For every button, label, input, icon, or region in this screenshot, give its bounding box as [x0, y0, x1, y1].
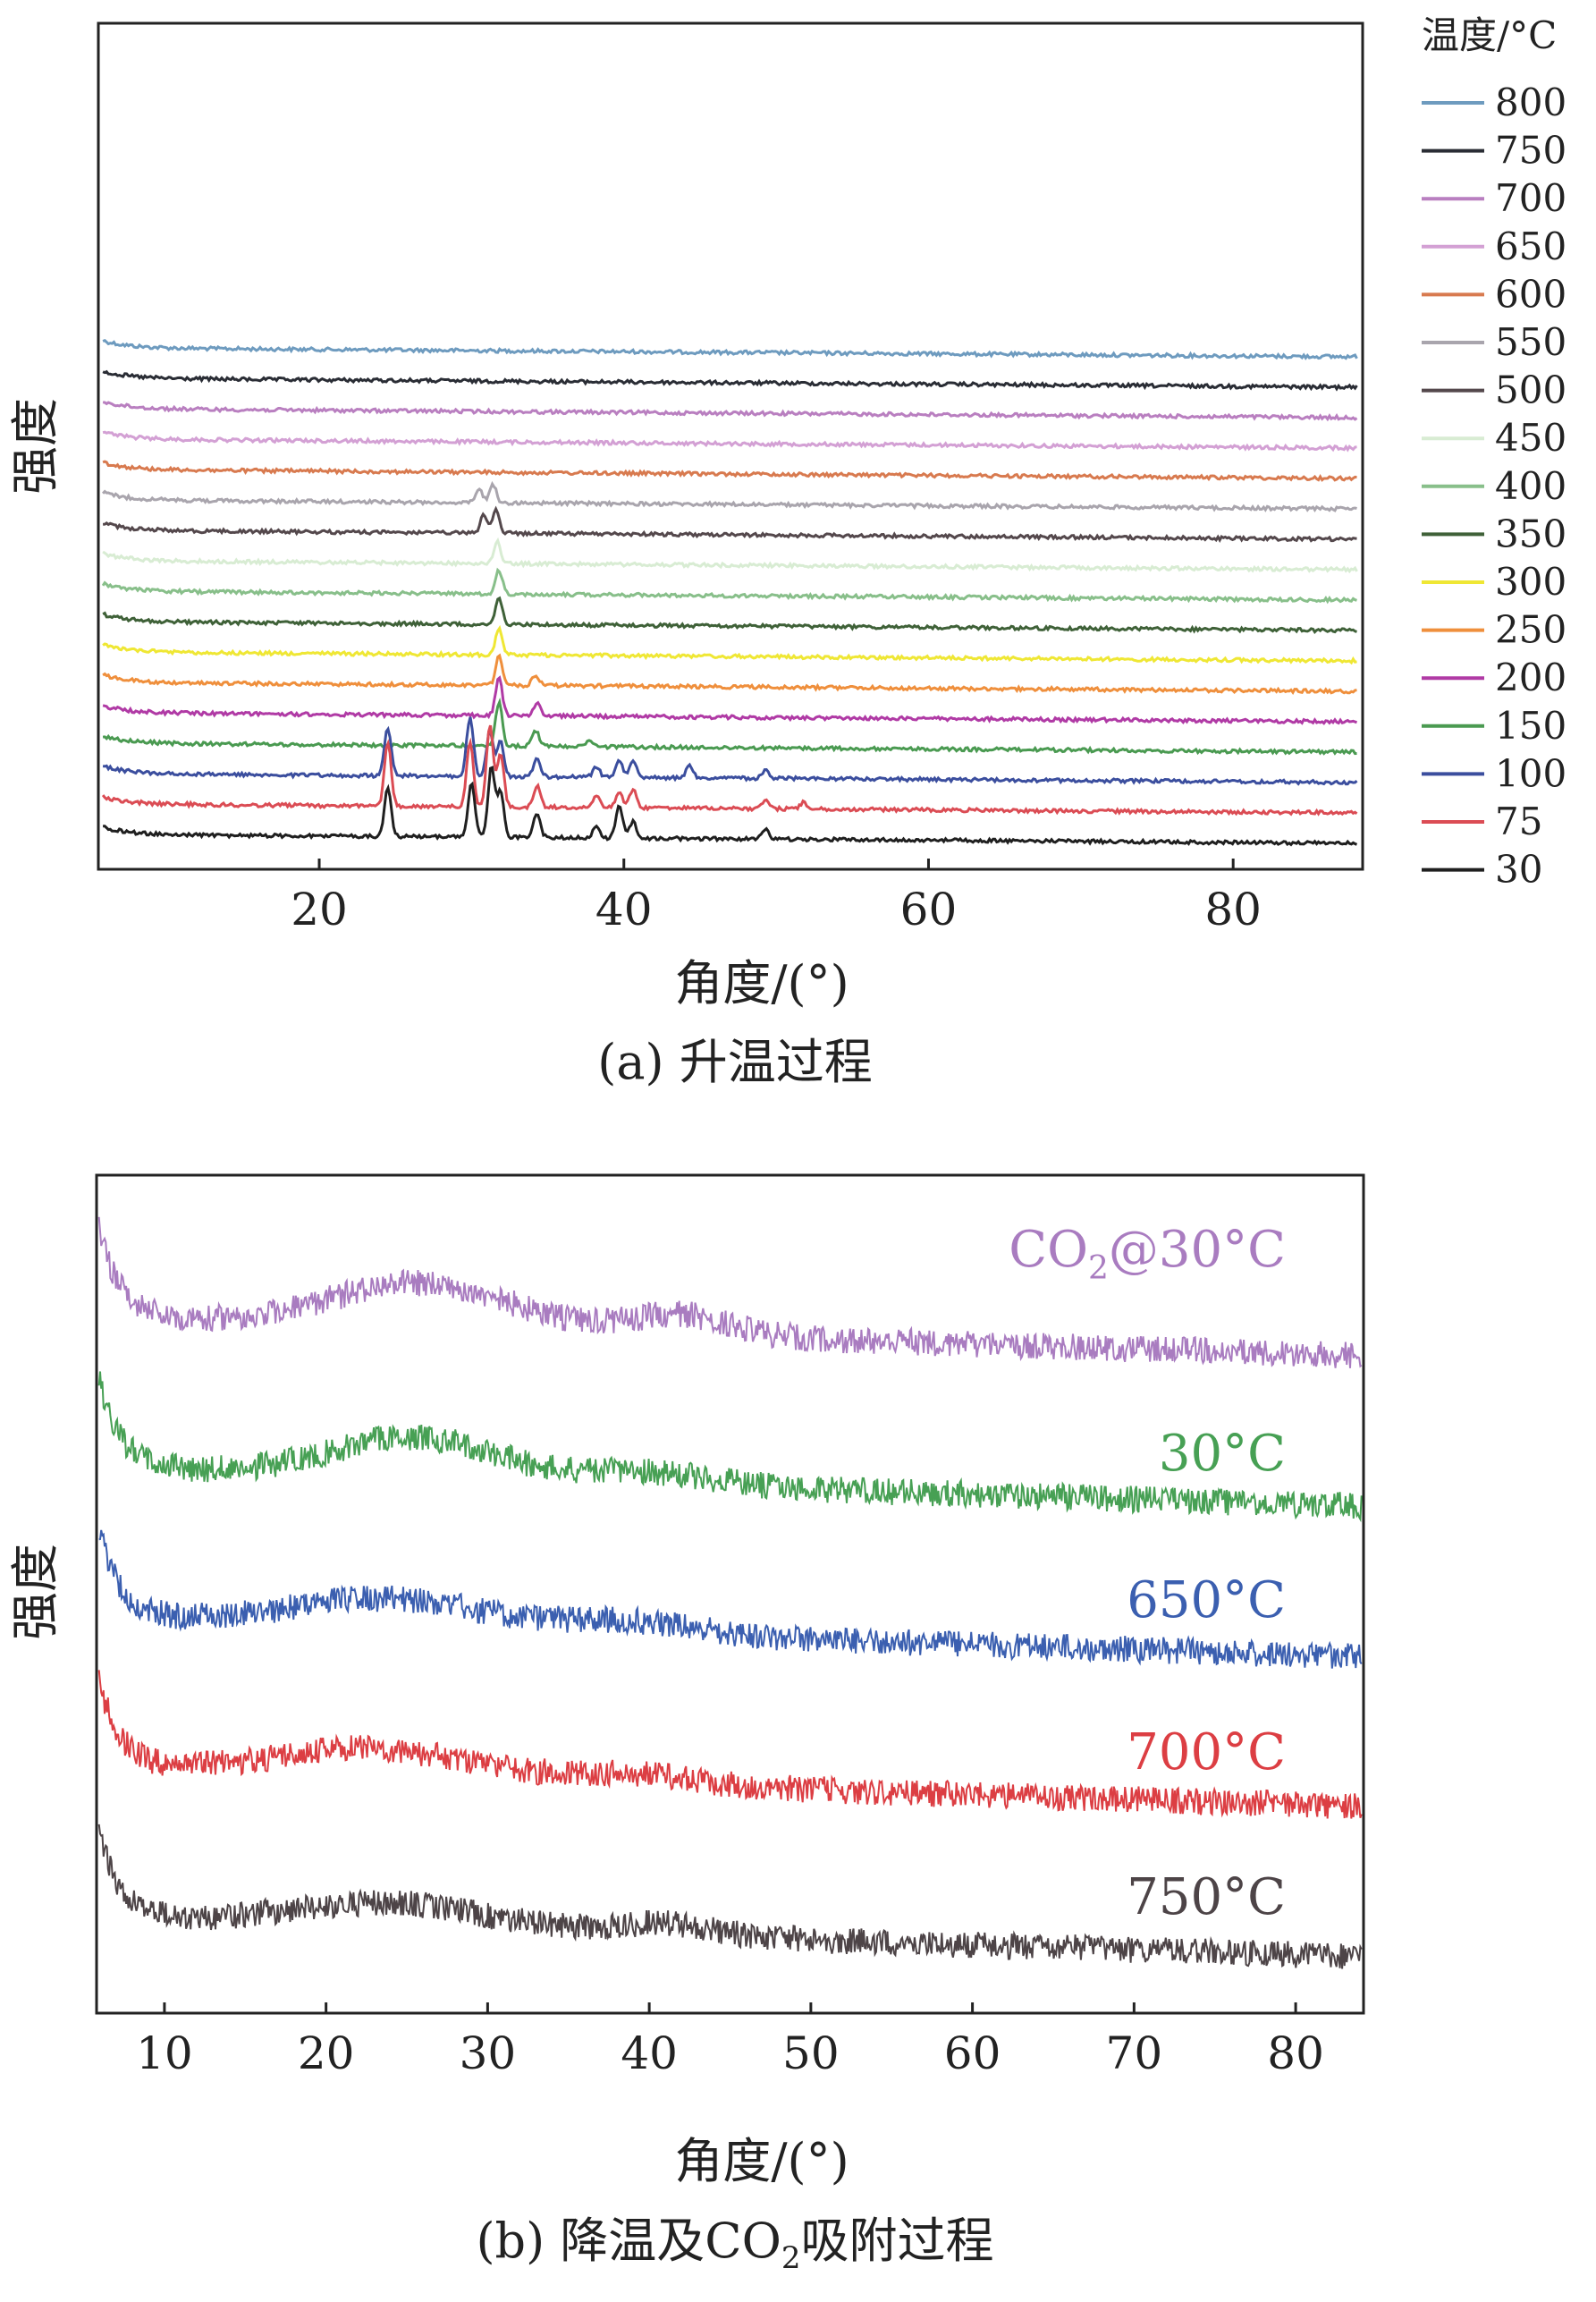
panel-b-series-label-750°C: 750°C — [1127, 1868, 1286, 1926]
panel-b-series-label-650°C: 650°C — [1127, 1571, 1286, 1629]
legend-title: 温度/°C — [1422, 13, 1557, 57]
panel-b-x-tick-label: 20 — [298, 2027, 355, 2079]
panel-a-series-line-700 — [102, 401, 1358, 422]
legend-label-750: 750 — [1495, 129, 1566, 173]
legend-label-700: 700 — [1495, 176, 1566, 220]
panel-a-series-line-750 — [102, 369, 1358, 392]
panel-a-series-line-150 — [102, 697, 1357, 756]
legend-label-30: 30 — [1495, 848, 1542, 892]
legend-label-300: 300 — [1495, 560, 1566, 604]
panel-a-series-line-30 — [103, 766, 1358, 847]
panel-b-series-group — [97, 1216, 1363, 1969]
panel-a-series-line-300 — [102, 624, 1357, 665]
panel-a-series-line-500 — [103, 505, 1357, 544]
panel-a-series-line-200 — [102, 675, 1357, 725]
panel-b-x-tick-label: 60 — [944, 2027, 1001, 2079]
panel-b-series-label-30°C: 30°C — [1159, 1425, 1286, 1483]
panel-b-x-tick-label: 40 — [621, 2027, 678, 2079]
legend-label-550: 550 — [1495, 320, 1566, 364]
panel-b-plot-frame — [95, 1173, 1365, 2015]
panel-a-x-tick-label: 40 — [595, 884, 653, 935]
legend-label-150: 150 — [1495, 704, 1566, 748]
panel-b-y-axis-title: 强度 — [7, 1544, 63, 1640]
panel-b-x-tick-label: 30 — [460, 2027, 517, 2079]
legend-label-200: 200 — [1495, 656, 1566, 699]
panel-b-caption-prefix: (b) 降温及CO — [476, 2213, 781, 2269]
legend-label-500: 500 — [1495, 368, 1566, 412]
legend-label-650: 650 — [1495, 224, 1566, 268]
panel-b-caption-subscript: 2 — [781, 2240, 801, 2276]
panel-a-series-group — [101, 338, 1358, 847]
panel-a-series-line-550 — [101, 480, 1357, 513]
panel-b-series-line-650°C — [98, 1529, 1363, 1669]
panel-b-x-tick-label: 50 — [782, 2027, 840, 2079]
panel-a-series-line-600 — [102, 460, 1357, 482]
panel-a-temperature-rise: 20 40 60 80 角度/(°) 强度 (a) 升温过程 温度/°C 800 750… — [7, 13, 1566, 1090]
panel-b-x-tick-label: 10 — [136, 2027, 193, 2079]
legend-label-400: 400 — [1495, 464, 1566, 508]
panel-a-x-axis-title: 角度/(°) — [674, 955, 849, 1011]
panel-b-series-label-700°C: 700°C — [1127, 1723, 1286, 1782]
panel-a-x-tick-label: 60 — [900, 884, 958, 935]
panel-a-series-line-350 — [102, 596, 1357, 634]
panel-b-x-tick-label: 70 — [1106, 2027, 1163, 2079]
panel-b-x-tick-label: 80 — [1267, 2027, 1324, 2079]
panel-a-series-line-75 — [101, 724, 1358, 817]
panel-b-x-axis-title: 角度/(°) — [674, 2133, 849, 2189]
panel-a-series-line-650 — [102, 430, 1357, 453]
panel-b-series-line-700°C — [97, 1670, 1363, 1819]
panel-b-cooling-and-co2-adsorption: 10 20 30 40 50 60 70 80 CO2@30°C 30°C 650°C 700°C 7… — [7, 1173, 1365, 2276]
panel-b-series-label-CO2@30°C: CO2@30°C — [1009, 1221, 1286, 1287]
panel-b-series-line-CO2@30°C — [97, 1216, 1363, 1368]
panel-b-series-labels: CO2@30°C 30°C 650°C 700°C 750°C — [1009, 1221, 1286, 1926]
panel-b-caption: (b) 降温及CO2吸附过程 — [476, 2213, 993, 2276]
panel-a-caption: (a) 升温过程 — [597, 1034, 873, 1090]
legend-label-350: 350 — [1495, 512, 1566, 555]
legend-label-100: 100 — [1495, 751, 1566, 795]
panel-a-series-line-250 — [102, 653, 1357, 695]
legend-label-250: 250 — [1495, 608, 1566, 652]
panel-a-x-tick-label: 80 — [1204, 884, 1262, 935]
panel-a-y-axis-title: 强度 — [7, 398, 63, 495]
legend-label-450: 450 — [1495, 416, 1566, 460]
panel-a-series-line-400 — [101, 567, 1357, 605]
legend-label-800: 800 — [1495, 80, 1566, 124]
panel-a-series-line-450 — [102, 537, 1358, 574]
panel-b-x-ticks: 10 20 30 40 50 60 70 80 — [136, 2002, 1324, 2079]
panel-a-series-line-100 — [102, 716, 1358, 786]
panel-a-series-line-800 — [102, 338, 1358, 360]
panel-b-series-line-30°C — [97, 1371, 1363, 1523]
legend-label-75: 75 — [1495, 800, 1542, 843]
legend-label-600: 600 — [1495, 272, 1566, 316]
panel-b-caption-suffix: 吸附过程 — [801, 2213, 994, 2269]
panel-a-legend: 温度/°C 8007507006506005505004504003503002… — [1422, 13, 1566, 892]
panel-b-series-line-750°C — [97, 1824, 1363, 1969]
panel-a-x-tick-label: 20 — [291, 884, 348, 935]
panel-a-plot-frame — [97, 21, 1364, 871]
panel-a-x-ticks: 20 40 60 80 — [291, 859, 1262, 935]
